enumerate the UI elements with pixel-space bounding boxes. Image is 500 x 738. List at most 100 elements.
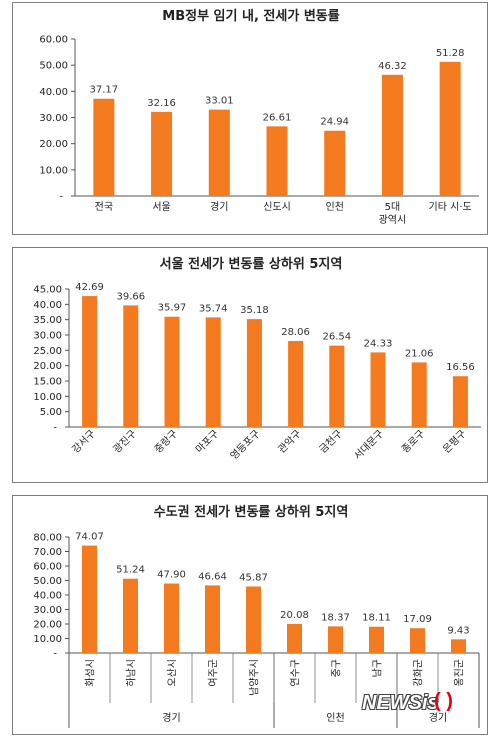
bar xyxy=(93,98,115,196)
bar xyxy=(246,319,262,427)
watermark-logo: NEWSis xyxy=(362,692,439,714)
x-tick-label: 광진구 xyxy=(111,428,139,456)
y-tick-label: 20.00 xyxy=(39,139,68,150)
x-tick-label: 오산시 xyxy=(167,659,179,687)
bar xyxy=(164,316,180,427)
data-label: 74.07 xyxy=(75,532,104,543)
x-tick-label: 남구 xyxy=(372,659,384,677)
data-label: 20.08 xyxy=(280,610,309,621)
data-label: 9.43 xyxy=(447,625,469,636)
chart-title: 수도권 전세가 변동률 상하위 5지역 xyxy=(154,504,349,520)
data-label: 46.64 xyxy=(198,571,227,582)
bar xyxy=(324,130,346,196)
chart-seoul-svg: 서울 전세가 변동률 상하위 5지역 45.00 40.00 35.00 30.00 25… xyxy=(33,256,481,463)
y-tick-label: 30.00 xyxy=(33,605,62,616)
y-tick-label: 10.00 xyxy=(33,392,62,403)
x-tick-label: 남양주시 xyxy=(249,659,261,696)
data-label: 26.61 xyxy=(263,112,292,123)
y-tick-label: 80.00 xyxy=(33,533,62,544)
bar xyxy=(411,362,427,427)
bar xyxy=(205,585,220,653)
y-tick-label: 70.00 xyxy=(33,547,62,558)
watermark-paren: ( ) xyxy=(434,690,453,712)
data-label: 51.24 xyxy=(116,565,145,576)
x-tick-label: 인천 xyxy=(326,201,344,213)
x-tick-label: 화성시 xyxy=(85,659,97,687)
bar xyxy=(439,61,461,196)
x-tick-label: 금천구 xyxy=(317,428,345,456)
y-tick-label: 20.00 xyxy=(33,620,62,631)
bar xyxy=(151,111,173,196)
data-label: 16.56 xyxy=(446,362,475,373)
y-tick-label: - xyxy=(53,423,57,434)
bar xyxy=(82,545,97,653)
x-tick-label: 영등포구 xyxy=(228,428,263,463)
data-label: 18.11 xyxy=(362,613,391,624)
bar xyxy=(369,626,384,653)
data-label: 24.33 xyxy=(364,338,393,349)
bar xyxy=(123,578,138,653)
y-tick-label: 40.00 xyxy=(39,87,68,98)
data-label: 24.94 xyxy=(320,117,349,128)
data-label: 18.37 xyxy=(321,612,350,623)
data-label: 21.06 xyxy=(405,348,434,359)
data-label: 37.17 xyxy=(90,85,119,96)
x-tick-label: 옹진군 xyxy=(454,659,466,687)
data-label: 47.90 xyxy=(157,570,186,581)
bar xyxy=(82,296,98,427)
y-tick-label: 40.00 xyxy=(33,300,62,311)
y-tick-label: - xyxy=(59,192,63,203)
chart-national-svg: MB정부 임기 내, 전세가 변동률 60.00 50.00 40.00 30.00 20… xyxy=(39,8,479,226)
y-tick-label: 30.00 xyxy=(33,331,62,342)
y-tick-label: 20.00 xyxy=(33,361,62,372)
data-label: 35.18 xyxy=(240,305,269,316)
x-tick-label: 연수구 xyxy=(290,659,302,687)
x-tick-label: 신도시 xyxy=(263,201,291,213)
x-tick-label: 마포구 xyxy=(193,428,221,456)
x-tick-label: 전국 xyxy=(95,201,113,213)
data-label: 51.28 xyxy=(436,48,465,59)
x-tick-label: 하남시 xyxy=(125,659,138,687)
y-tick-label: 10.00 xyxy=(39,165,68,176)
group-label: 경기 xyxy=(429,711,447,724)
x-tick-label: 5대 xyxy=(385,201,401,213)
y-tick-label: 45.00 xyxy=(33,285,62,296)
chart-panel-capital-region: 수도권 전세가 변동률 상하위 5지역 80.00 70.00 60.00 50.00 4… xyxy=(12,495,488,735)
x-tick-label: 중랑구 xyxy=(152,428,180,456)
bar xyxy=(208,109,230,196)
chart-panel-seoul: 서울 전세가 변동률 상하위 5지역 45.00 40.00 35.00 30.00 25… xyxy=(12,247,488,483)
bar xyxy=(451,639,466,653)
y-tick-label: 10.00 xyxy=(33,634,62,645)
data-label: 35.97 xyxy=(158,303,187,314)
y-tick-label: 50.00 xyxy=(33,576,62,587)
bar xyxy=(381,74,403,196)
data-label: 35.74 xyxy=(199,303,228,314)
bar xyxy=(266,126,288,196)
bar xyxy=(205,317,221,427)
y-tick-label: 15.00 xyxy=(33,377,62,388)
data-label: 17.09 xyxy=(403,614,432,625)
chart-panel-national: MB정부 임기 내, 전세가 변동률 60.00 50.00 40.00 30.00 20… xyxy=(12,2,488,235)
bar xyxy=(328,626,343,653)
x-tick-label: 관악구 xyxy=(276,428,304,456)
bar xyxy=(410,628,425,653)
group-label: 인천 xyxy=(326,712,344,724)
y-tick-label: 50.00 xyxy=(39,61,68,72)
y-tick-label: 5.00 xyxy=(40,407,62,418)
bar xyxy=(370,352,386,427)
bar xyxy=(452,376,468,427)
y-tick-label: 60.00 xyxy=(33,562,62,573)
y-tick-label: 25.00 xyxy=(33,346,62,357)
x-tick-label: 광역시 xyxy=(379,214,407,226)
y-tick-label: - xyxy=(53,649,57,660)
bar xyxy=(288,340,304,427)
bar xyxy=(164,583,179,653)
y-tick-label: 30.00 xyxy=(39,113,68,124)
data-label: 26.54 xyxy=(322,332,351,343)
y-tick-label: 40.00 xyxy=(33,591,62,602)
data-label: 28.06 xyxy=(281,327,310,338)
bar xyxy=(329,345,345,427)
chart-capital-svg: 수도권 전세가 변동률 상하위 5지역 80.00 70.00 60.00 50.00 4… xyxy=(33,504,480,728)
x-tick-label: 서대문구 xyxy=(352,428,387,463)
x-tick-label: 여주군 xyxy=(208,659,220,687)
